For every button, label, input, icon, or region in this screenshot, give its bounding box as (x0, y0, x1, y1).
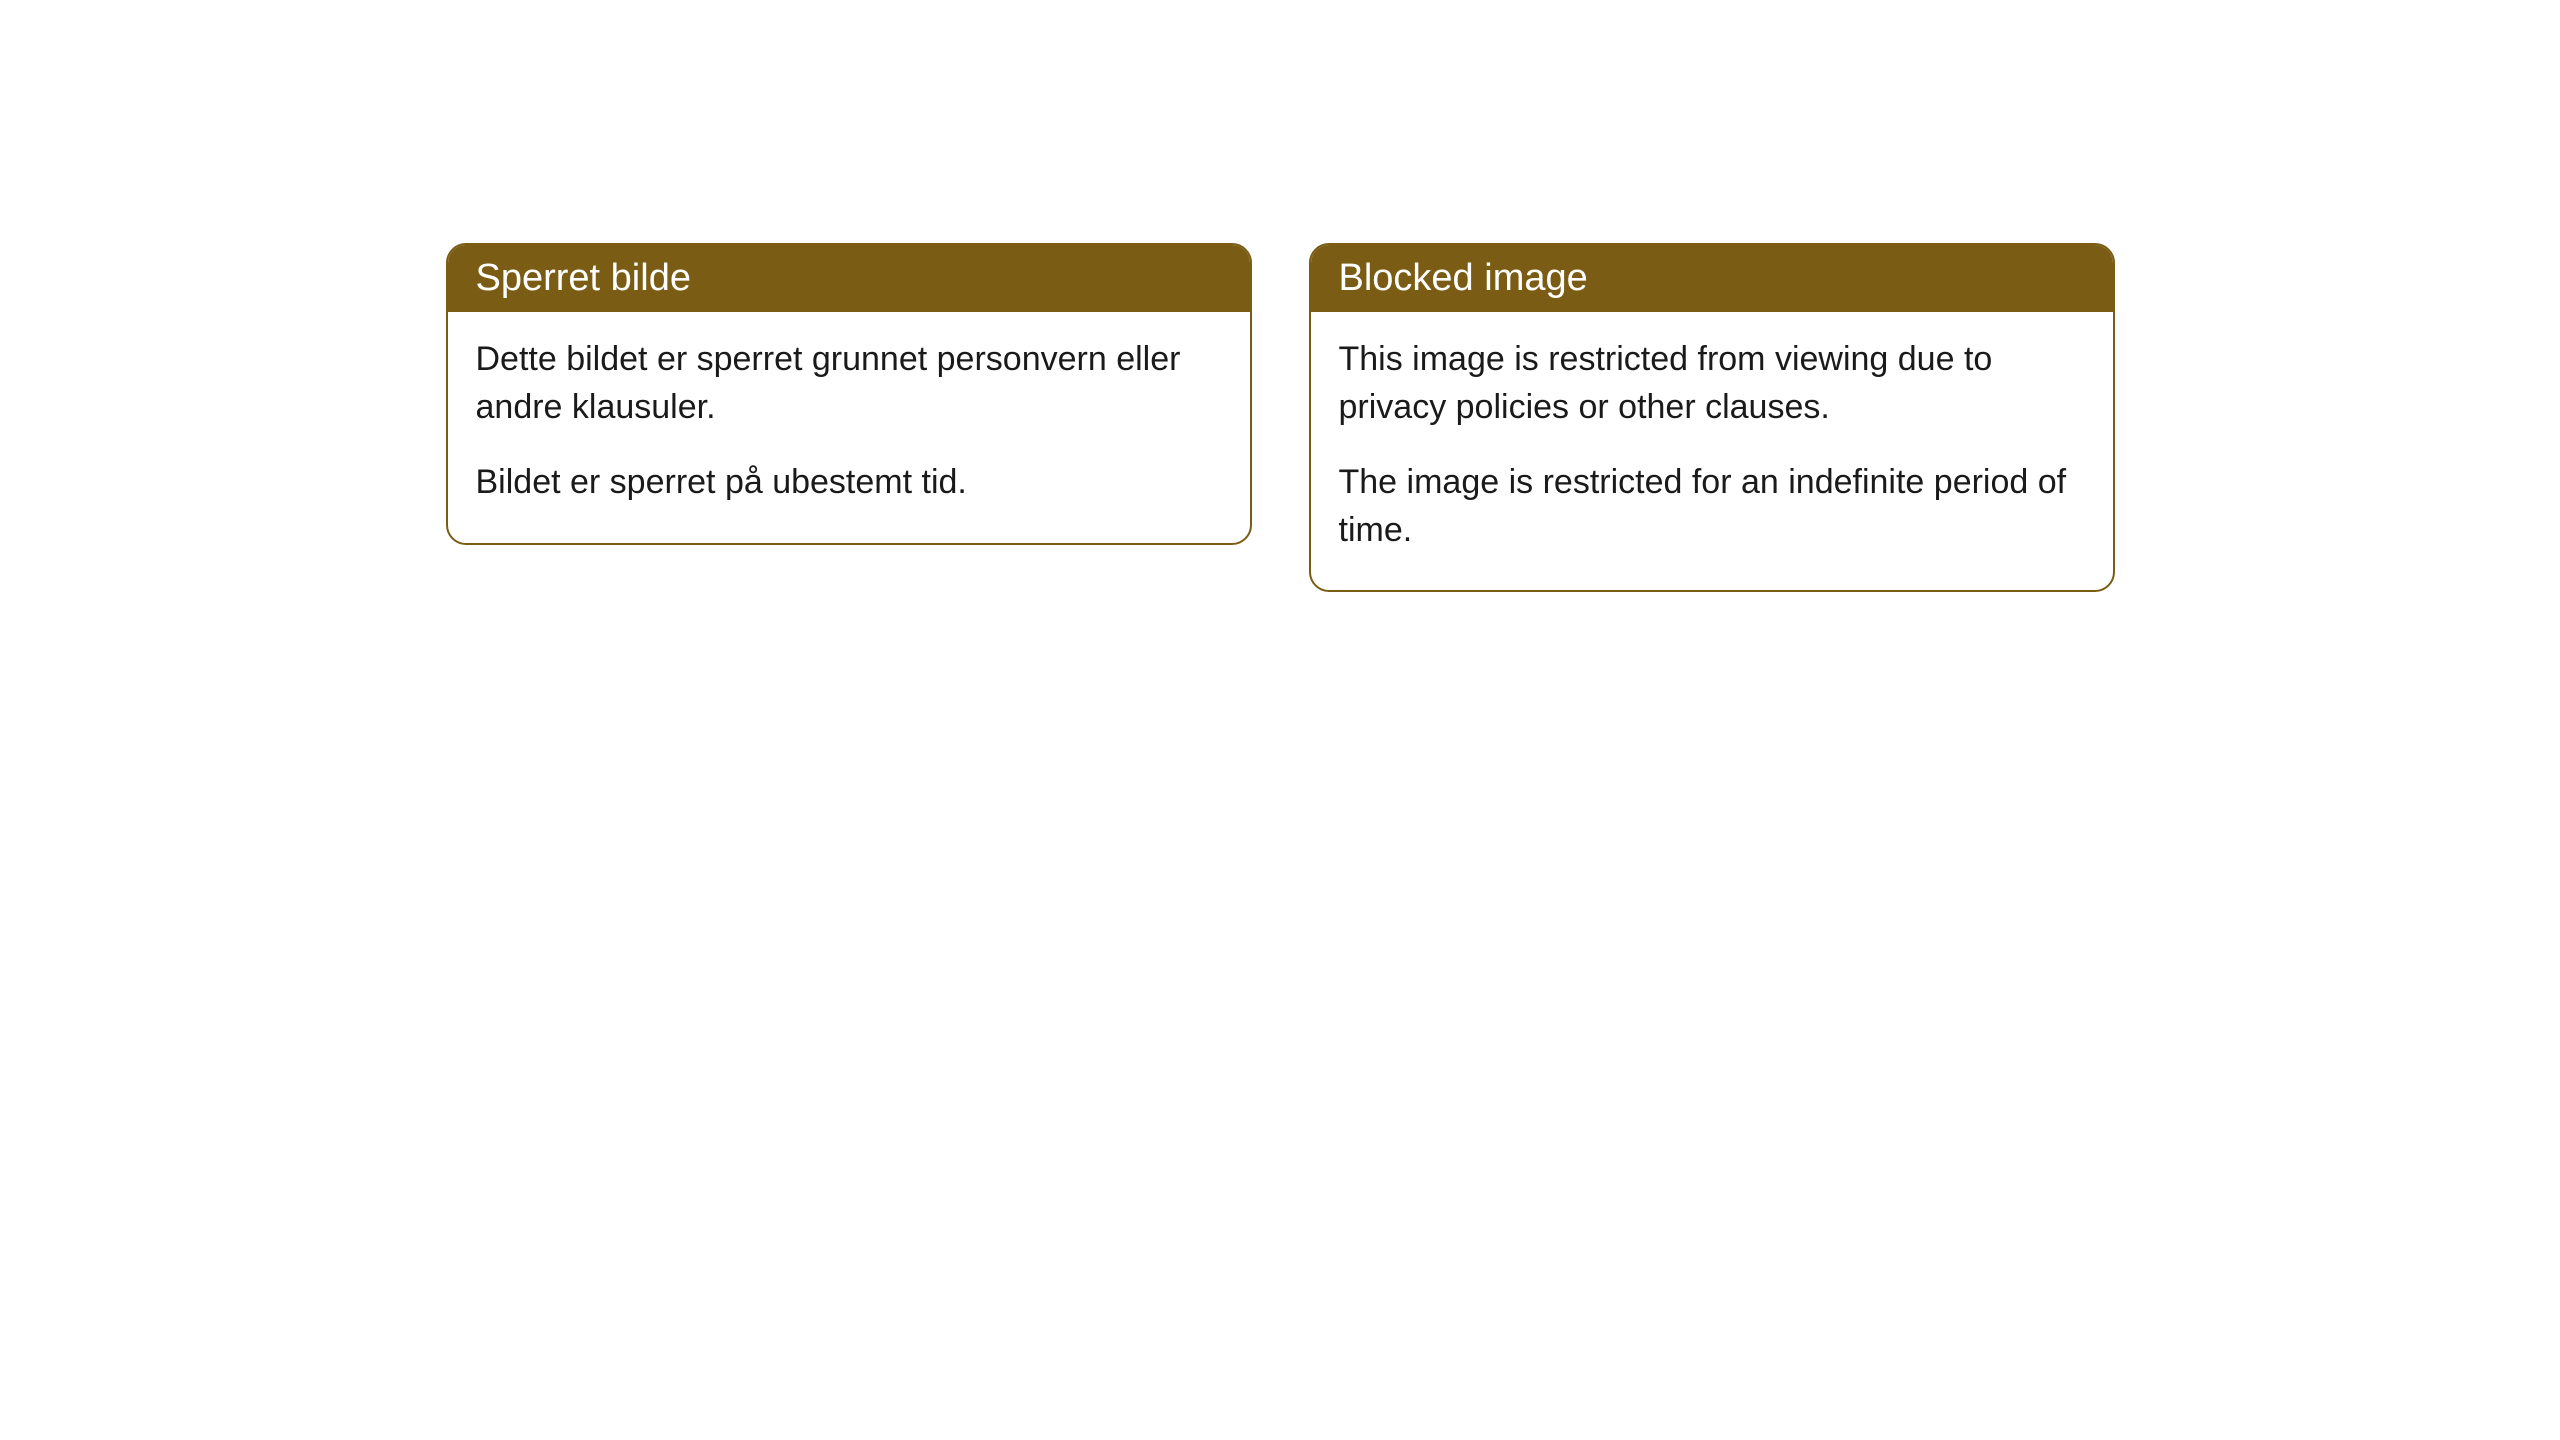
blocked-image-card-english: Blocked image This image is restricted f… (1309, 243, 2115, 592)
card-title: Sperret bilde (476, 257, 691, 299)
card-paragraph: The image is restricted for an indefinit… (1339, 459, 2085, 554)
card-body: This image is restricted from viewing du… (1311, 312, 2113, 590)
card-body: Dette bildet er sperret grunnet personve… (448, 312, 1250, 543)
card-title: Blocked image (1339, 257, 1588, 299)
card-paragraph: This image is restricted from viewing du… (1339, 336, 2085, 431)
notice-cards-container: Sperret bilde Dette bildet er sperret gr… (446, 243, 2115, 1440)
card-header: Blocked image (1311, 245, 2113, 312)
blocked-image-card-norwegian: Sperret bilde Dette bildet er sperret gr… (446, 243, 1252, 545)
card-paragraph: Dette bildet er sperret grunnet personve… (476, 336, 1222, 431)
card-paragraph: Bildet er sperret på ubestemt tid. (476, 459, 1222, 507)
card-header: Sperret bilde (448, 245, 1250, 312)
